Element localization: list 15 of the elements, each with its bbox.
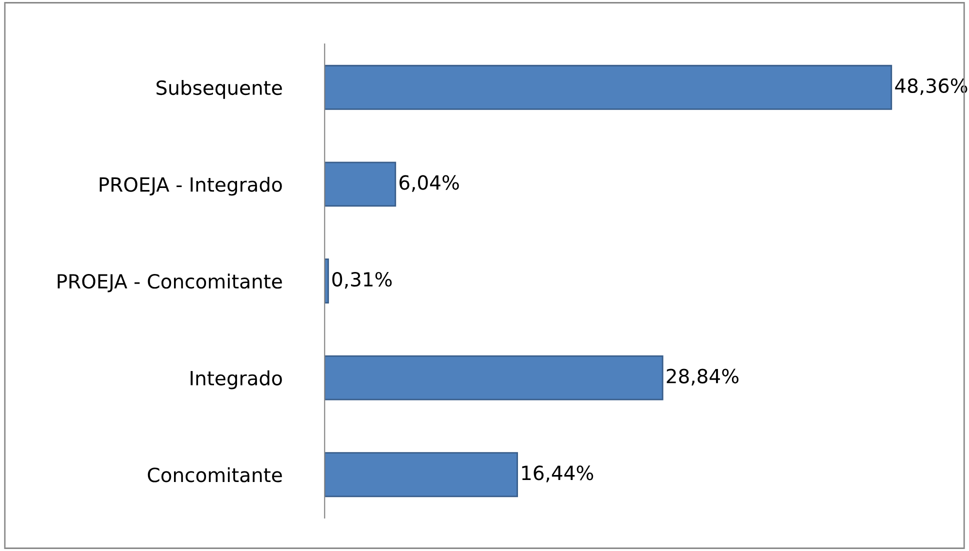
y-tick-label: Subsequente <box>156 80 282 99</box>
y-tick-label: Integrado <box>190 370 282 390</box>
data-label: 6,04% <box>400 175 459 192</box>
y-tick-label: PROEJA - Concomitante <box>58 274 282 292</box>
data-label: 16,44% <box>522 466 594 482</box>
data-label: 0,31% <box>332 272 392 289</box>
bar <box>324 258 329 304</box>
y-tick-label: Concomitante <box>148 467 282 482</box>
y-tick-label: PROEJA - Integrado <box>100 176 282 196</box>
bar <box>324 452 518 498</box>
bar <box>324 64 892 110</box>
data-label: 28,84% <box>666 368 738 386</box>
data-label: 48,36% <box>895 78 968 96</box>
bar <box>324 355 664 400</box>
bar <box>324 162 396 207</box>
